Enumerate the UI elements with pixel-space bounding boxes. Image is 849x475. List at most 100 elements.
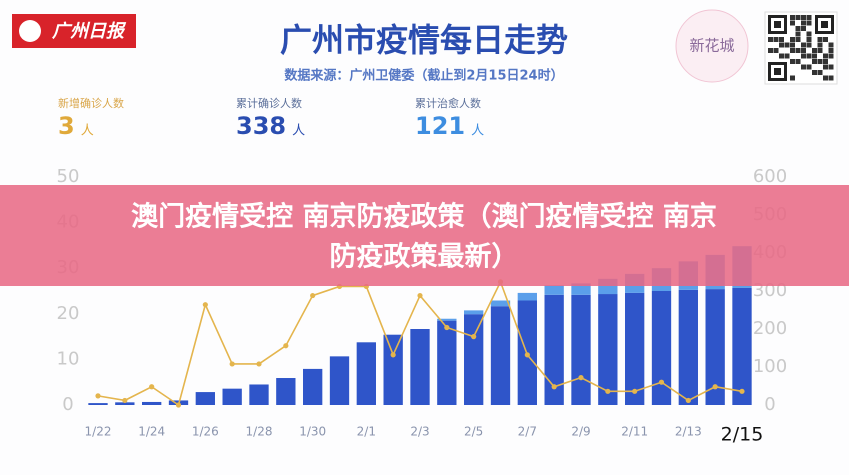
y-tick-label: 10	[57, 348, 80, 369]
bar	[329, 356, 350, 405]
stat-label: 新增确诊人数	[58, 96, 124, 110]
qr-dot	[828, 64, 834, 70]
line-point	[524, 352, 530, 358]
qr-dot	[779, 42, 784, 48]
x-tick-label: 2/3	[410, 425, 429, 439]
x-tick-label: 2/9	[571, 425, 590, 439]
bar	[88, 403, 108, 405]
bar	[598, 294, 618, 405]
qr-dot	[801, 26, 806, 31]
qr-dot	[801, 48, 806, 53]
qr-dot	[806, 20, 812, 26]
bar	[571, 294, 591, 405]
bar	[464, 314, 484, 405]
qr-dot	[823, 75, 828, 81]
qr-dot	[828, 53, 834, 59]
bar	[544, 294, 564, 405]
bar	[517, 292, 537, 301]
qr-dot	[801, 42, 806, 48]
line-point	[551, 384, 557, 390]
line-point	[578, 375, 584, 381]
bar	[115, 402, 135, 405]
line-point	[310, 292, 316, 299]
bar	[276, 378, 296, 405]
qr-dot	[790, 20, 795, 26]
qr-dot	[823, 59, 828, 64]
x-tick-label: 1/26	[192, 425, 219, 439]
qr-dot	[828, 48, 834, 53]
banner-line: 澳门疫情受控 南京防疫政策（澳门疫情受控 南京	[131, 201, 717, 233]
qr-dot	[790, 42, 795, 48]
logo-text: 广州日报	[52, 21, 127, 42]
badge-text: 新花城	[689, 37, 734, 55]
bar	[651, 291, 672, 405]
title: 广州市疫情每日走势	[280, 21, 568, 59]
qr-dot	[823, 64, 828, 70]
stat-unit: 人	[471, 124, 484, 139]
qr-finder	[774, 21, 781, 28]
qr-dot	[817, 59, 823, 64]
line-point	[390, 352, 396, 358]
bar	[544, 285, 564, 295]
line-point	[658, 379, 665, 385]
bar	[705, 289, 725, 405]
bar	[142, 401, 162, 405]
x-tick-label: 1/30	[299, 425, 326, 439]
stat-value: 3	[58, 112, 75, 140]
chart: 0102030405001002003004005006001/221/241/…	[57, 166, 788, 446]
line-point	[256, 361, 262, 367]
qr-dot	[801, 15, 806, 20]
bar	[464, 310, 484, 315]
qr-dot	[795, 31, 801, 37]
line-point	[632, 388, 638, 394]
qr-code	[764, 11, 838, 85]
qr-dot	[784, 42, 790, 48]
stat-label: 累计治愈人数	[415, 96, 481, 110]
qr-dot	[795, 15, 801, 20]
line-point	[122, 397, 128, 404]
qr-finder	[774, 68, 781, 75]
bar	[249, 384, 269, 405]
bar	[222, 388, 242, 405]
qr-dot	[773, 37, 779, 42]
qr-dot	[790, 15, 795, 20]
qr-dot	[795, 26, 801, 31]
y2-tick-label: 600	[753, 166, 787, 187]
line-point	[605, 388, 611, 394]
qr-dot	[790, 37, 795, 42]
qr-dot	[790, 48, 795, 53]
qr-dot	[768, 37, 773, 42]
line-point	[417, 292, 423, 299]
bar	[356, 342, 376, 405]
x-tick-label: 1/22	[85, 425, 112, 439]
qr-dot	[801, 20, 806, 26]
qr-dot	[806, 37, 812, 42]
qr-dot	[768, 48, 773, 53]
qr-dot	[784, 53, 790, 59]
bar	[625, 292, 645, 405]
y2-tick-label: 200	[753, 318, 787, 339]
stat-value: 121	[415, 112, 465, 140]
x-tick-label: 2/13	[675, 425, 702, 439]
line-point	[283, 343, 289, 349]
banner	[0, 185, 849, 286]
qr-dot	[812, 59, 817, 64]
qr-dot	[828, 42, 834, 48]
qr-dot	[779, 37, 784, 42]
bar	[732, 287, 752, 405]
qr-dot	[817, 42, 823, 48]
qr-dot	[806, 42, 812, 48]
line-point	[712, 384, 718, 390]
stat-unit: 人	[81, 124, 94, 139]
qr-dot	[790, 59, 795, 64]
qr-dot	[801, 53, 806, 59]
bar	[303, 368, 323, 405]
banner-line: 防疫政策最新）	[330, 241, 519, 273]
line-point	[471, 334, 477, 340]
qr-dot	[806, 53, 812, 59]
bar	[437, 320, 457, 405]
line-point	[444, 324, 450, 331]
qr-dot	[817, 37, 823, 42]
